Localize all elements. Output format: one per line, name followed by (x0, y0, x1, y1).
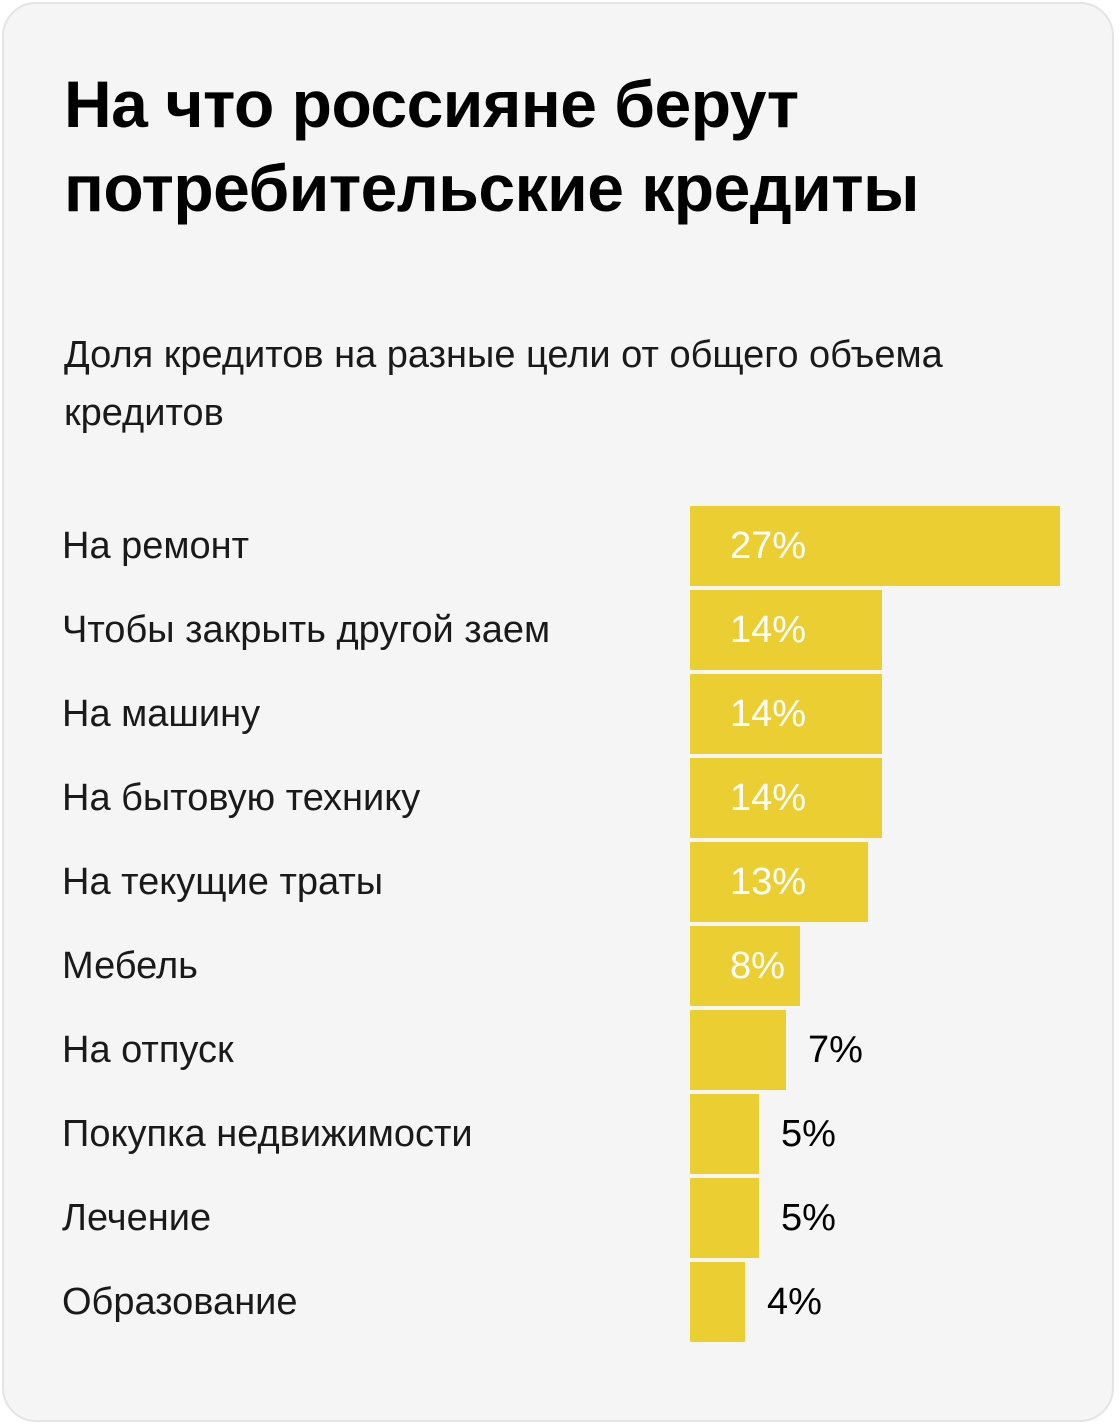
value-label: 14% (730, 693, 806, 735)
value-label: 14% (730, 609, 806, 651)
category-label: На текущие траты (62, 861, 383, 903)
bar (690, 1178, 759, 1258)
value-label: 8% (730, 945, 785, 987)
bar (690, 842, 868, 922)
value-label: 7% (808, 1029, 863, 1071)
category-label: На бытовую технику (62, 777, 420, 819)
category-label: На отпуск (62, 1029, 234, 1071)
value-label: 14% (730, 777, 806, 819)
category-label: Мебель (62, 945, 198, 987)
bar (690, 926, 800, 1006)
value-label: 5% (781, 1197, 836, 1239)
value-label: 27% (730, 525, 806, 567)
category-label: Чтобы закрыть другой заем (62, 609, 550, 651)
category-label: Лечение (62, 1197, 211, 1239)
value-label: 5% (781, 1113, 836, 1155)
category-label: Покупка недвижимости (62, 1113, 473, 1155)
bar (690, 590, 882, 670)
bar (690, 674, 882, 754)
value-label: 13% (730, 861, 806, 903)
bar (690, 1262, 745, 1342)
bar (690, 1010, 786, 1090)
bar (690, 506, 1060, 586)
category-label: Образование (62, 1281, 298, 1323)
chart-subtitle: Доля кредитов на разные цели от общего о… (64, 334, 943, 434)
chart-title: На что россияне берут потребительские кр… (64, 67, 919, 225)
bar (690, 758, 882, 838)
bar (690, 1094, 759, 1174)
category-label: На машину (62, 693, 260, 735)
category-label: На ремонт (62, 525, 249, 567)
value-label: 4% (767, 1281, 822, 1323)
